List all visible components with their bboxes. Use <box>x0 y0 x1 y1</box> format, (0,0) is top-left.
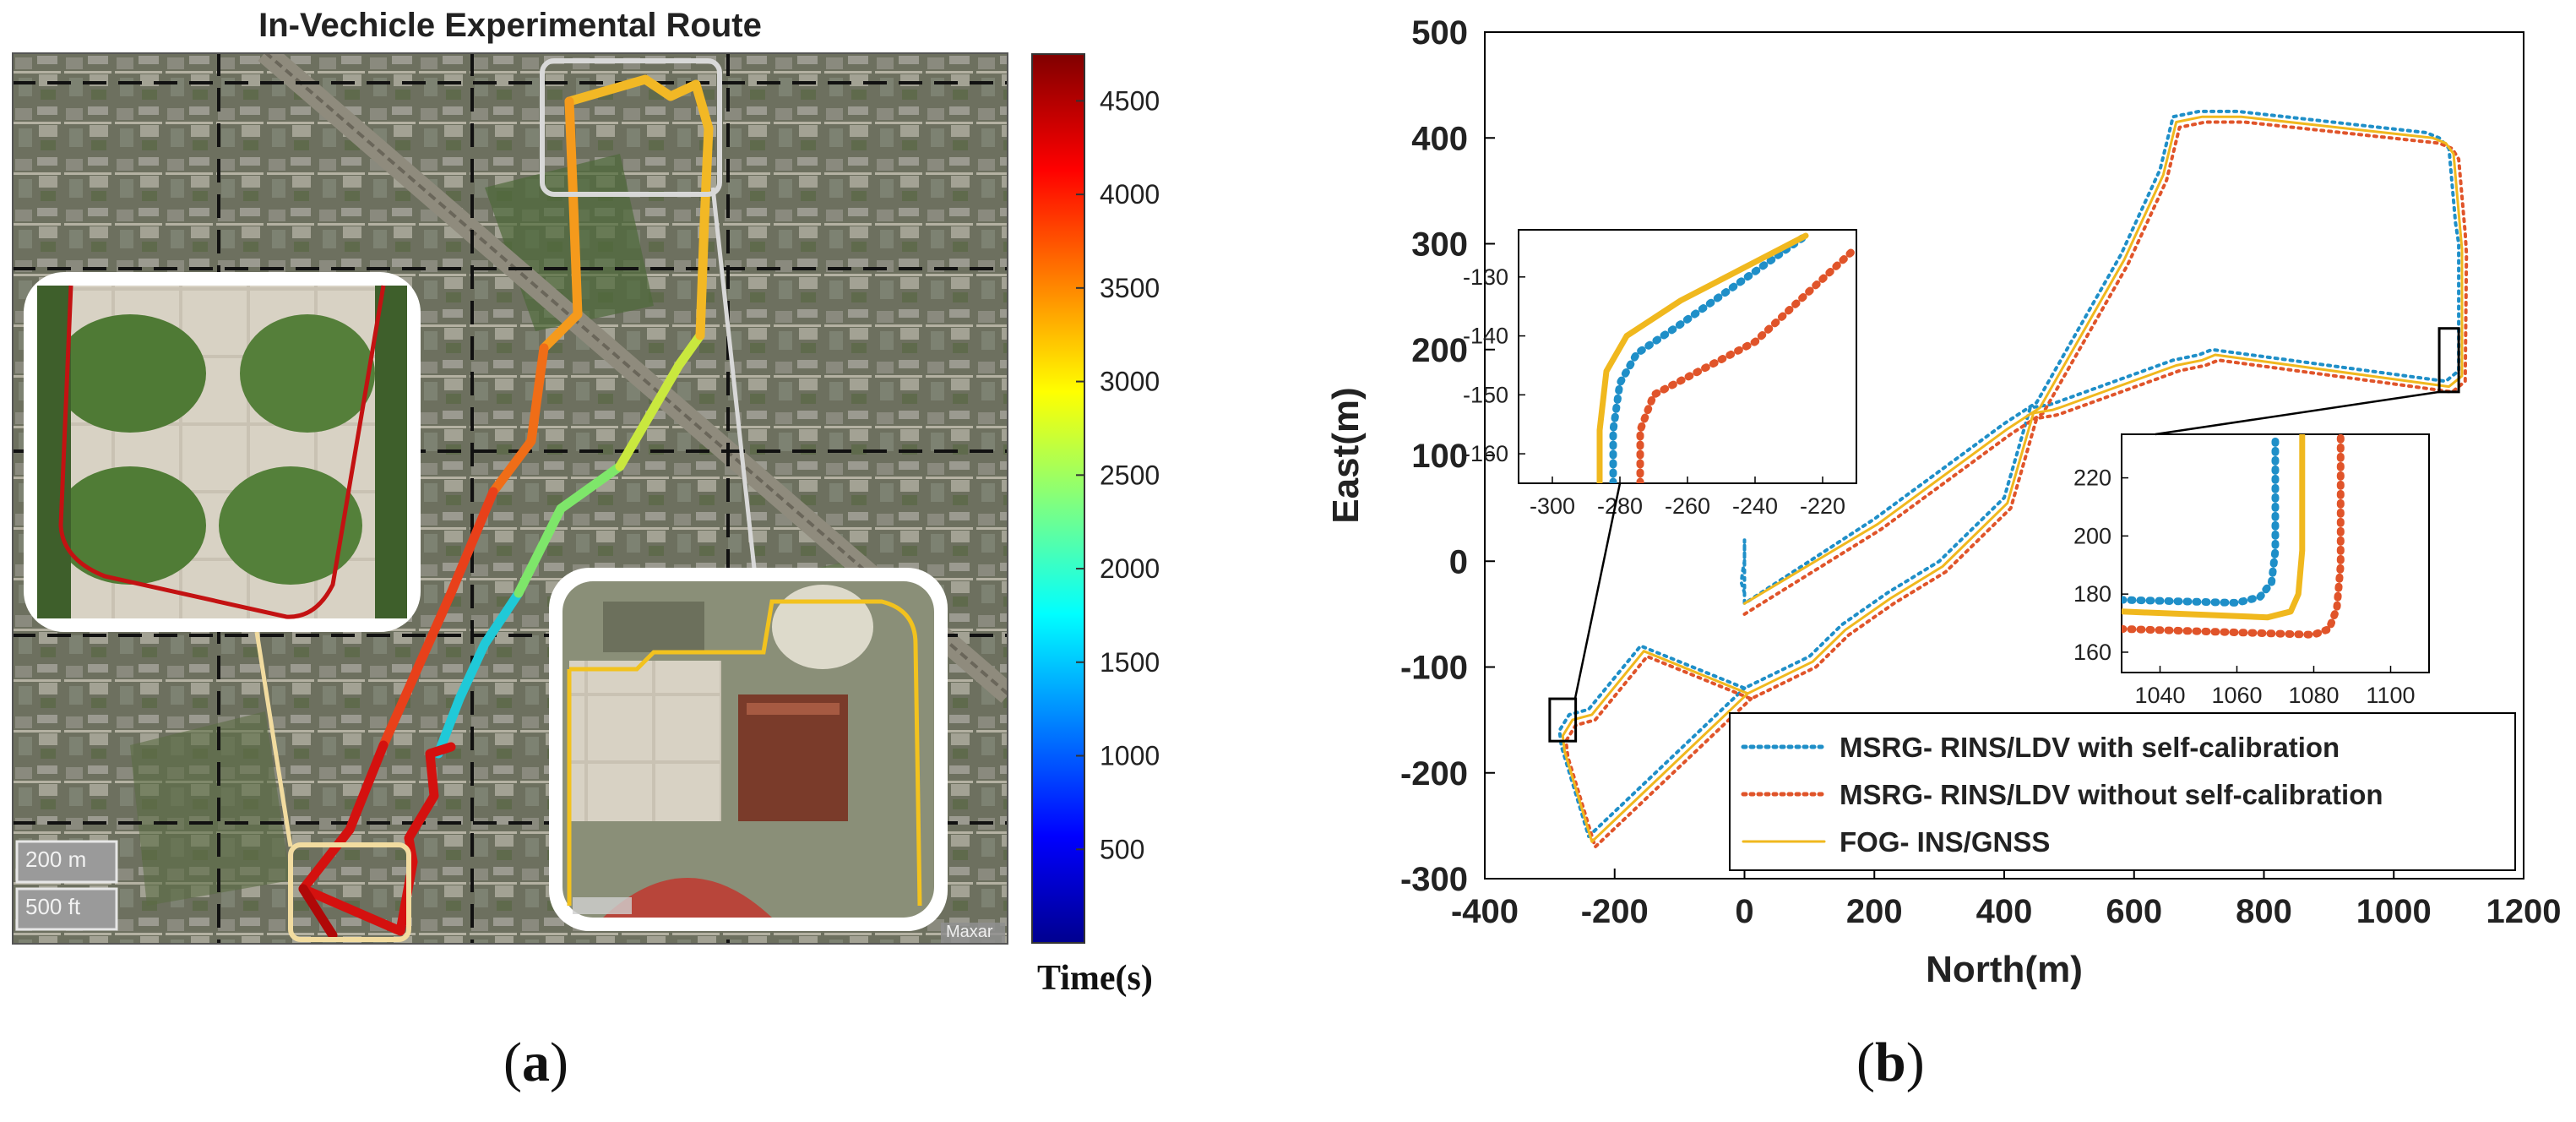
x-tick-label: 400 <box>1976 893 2033 930</box>
caption-a: (a) <box>503 1031 568 1095</box>
route-path <box>298 74 714 940</box>
time-colorbar: 500 1000 1500 2000 2500 3000 3500 4000 4500 <box>1031 53 1160 944</box>
colorbar-tick-label: 3000 <box>1100 367 1160 397</box>
colorbar-label: Time(s) <box>1037 959 1153 998</box>
x-tick-label: -400 <box>1451 893 1519 930</box>
y-axis-label: East(m) <box>1325 387 1367 523</box>
panel-b-trajectory-plot: -400 -200 0 200 400 600 800 1000 1200 -300 -200 -10… <box>1267 0 2576 1118</box>
legend-box <box>1729 712 2516 871</box>
colorbar-tick-label: 1500 <box>1100 647 1160 678</box>
inset-right: 1040 1060 1080 1100 160 180 200 220 <box>2073 433 2430 708</box>
inset-left: -300 -280 -260 -240 -220 -160 -150 -140 -130 <box>1463 229 1857 519</box>
x-tick-label: 200 <box>1846 893 1903 930</box>
map-title: In-Vechicle Experimental Route <box>258 7 762 44</box>
scale-label-meters: 200 m <box>25 847 87 872</box>
caption-a-letter: a <box>521 1032 550 1093</box>
inset-left-series-3 <box>1596 232 1809 483</box>
colorbar-gradient <box>1031 53 1085 944</box>
caption-a-close: ) <box>549 1032 568 1093</box>
inset-right-series-3 <box>2122 434 2306 621</box>
caption-b: (b) <box>1856 1031 1925 1095</box>
inset-right-x-tick-label: 1060 <box>2211 683 2262 708</box>
attribution-box <box>941 923 1005 943</box>
inset-left-x-tick-label: -220 <box>1800 493 1845 519</box>
x-tick-label: 600 <box>2106 893 2162 930</box>
inset-right-source-box <box>2437 327 2460 394</box>
inset-left-series-2 <box>1636 243 1856 483</box>
trajectory-chart: -400 -200 0 200 400 600 800 1000 1200-300-200-10… <box>1325 14 2562 990</box>
series-line-2 <box>1564 120 2469 849</box>
panel-a-route-map: In-Vechicle Experimental Route <box>0 0 1199 1118</box>
series-line-1 <box>1557 109 2461 838</box>
zoom-connector <box>254 631 293 847</box>
x-tick-label: 1000 <box>2356 893 2432 930</box>
legend: MSRG- RINS/LDV with self-calibration MSRG… <box>1729 712 2516 871</box>
inset-right-x-tick-label: 1080 <box>2288 683 2339 708</box>
colorbar-tick-label: 4500 <box>1100 85 1160 116</box>
y-tick-label: -100 <box>1400 650 1468 687</box>
inset-right-y-tick-label: 180 <box>2073 581 2111 607</box>
inset-left-y-tick-label: -140 <box>1463 324 1508 349</box>
x-tick-label: 800 <box>2236 893 2292 930</box>
map-attribution: Maxar <box>946 923 993 941</box>
inset-right-y-tick-label: 220 <box>2073 466 2111 491</box>
inset-right-x-tick-label: 1100 <box>2366 683 2415 708</box>
colorbar-tick-label: 2500 <box>1100 460 1160 490</box>
inset-left-x-tick-label: -240 <box>1732 493 1778 519</box>
colorbar-tick-label: 3500 <box>1100 273 1160 303</box>
y-tick-label: 200 <box>1411 332 1468 369</box>
inset-left-y-tick-label: -160 <box>1463 441 1508 466</box>
inset-right-x-tick-label: 1040 <box>2134 683 2185 708</box>
y-tick-label: -300 <box>1400 861 1468 898</box>
inset-left-x-tick-label: -280 <box>1597 493 1643 519</box>
inset-left-y-tick-label: -130 <box>1463 264 1508 290</box>
y-tick-label: -200 <box>1400 755 1468 792</box>
series-line-3 <box>1561 115 2464 843</box>
map-inset-right <box>549 568 948 931</box>
zoom-source-box-top <box>540 58 722 197</box>
inset-right-y-tick-label: 160 <box>2073 640 2111 665</box>
caption-b-letter: b <box>1874 1032 1906 1093</box>
zoom-source-box-bottom <box>288 842 411 942</box>
inset-right-series-2 <box>2122 434 2345 639</box>
map-inset-left <box>24 272 421 632</box>
inset-right-series-1 <box>2122 434 2280 607</box>
inset-left-series-1 <box>1609 231 1810 483</box>
legend-label: MSRG- RINS/LDV with self-calibration <box>1840 732 2340 763</box>
legend-label: FOG- INS/GNSS <box>1840 826 2050 858</box>
inset-left-x-tick-label: -260 <box>1665 493 1710 519</box>
caption-b-open: ( <box>1856 1032 1875 1093</box>
y-tick-label: 0 <box>1449 543 1468 580</box>
y-tick-label: 500 <box>1411 14 1468 52</box>
x-tick-label: -200 <box>1581 893 1649 930</box>
inset-left-y-tick-label: -150 <box>1463 382 1508 407</box>
colorbar-tick-label: 4000 <box>1100 179 1160 210</box>
scale-label-feet: 500 ft <box>25 894 81 919</box>
satellite-map <box>12 52 1008 945</box>
inset-right-y-tick-label: 200 <box>2073 523 2111 548</box>
inset-left-connector <box>1573 482 1622 700</box>
colorbar-tick-label: 2000 <box>1100 553 1160 584</box>
x-axis-label: North(m) <box>1926 949 2083 990</box>
map-border <box>12 52 1008 945</box>
inset-left-frame <box>1518 229 1857 484</box>
scale-bar <box>15 840 118 931</box>
y-tick-label: 100 <box>1411 438 1468 475</box>
y-tick-label: 300 <box>1411 226 1468 264</box>
inset-right-connector <box>2155 390 2440 436</box>
y-tick-label: 400 <box>1411 120 1468 157</box>
zoom-connector <box>710 187 758 577</box>
x-tick-label: 0 <box>1735 893 1753 930</box>
x-tick-label: 1200 <box>2486 893 2562 930</box>
colorbar-tick-label: 500 <box>1100 834 1144 864</box>
caption-a-open: ( <box>503 1032 522 1093</box>
green-patch <box>130 711 291 906</box>
colorbar-tick-label: 1000 <box>1100 741 1160 771</box>
caption-b-close: ) <box>1905 1032 1925 1093</box>
inset-left-source-box <box>1548 697 1578 743</box>
inset-left-x-tick-label: -300 <box>1530 493 1575 519</box>
legend-label: MSRG- RINS/LDV without self-calibration <box>1840 779 2383 810</box>
